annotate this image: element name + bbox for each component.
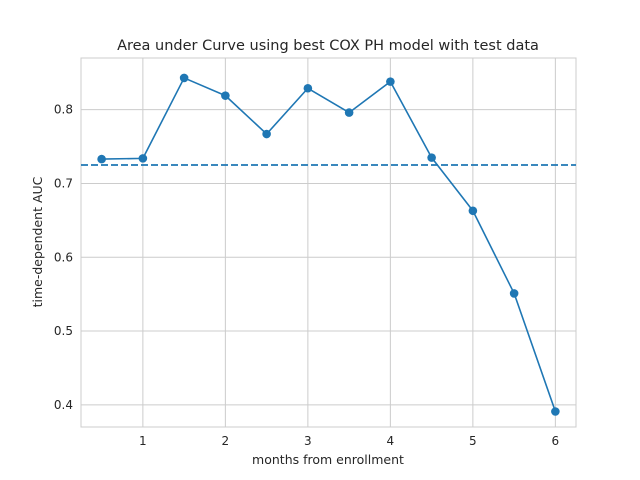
x-tick-label: 5 (469, 434, 477, 448)
data-point (97, 154, 106, 164)
y-tick-label: 0.7 (54, 176, 73, 190)
x-tick-labels: 1 2 3 4 5 6 (139, 434, 559, 448)
x-tick-label: 1 (139, 434, 147, 448)
y-tick-label: 0.5 (54, 324, 73, 338)
x-axis-label: months from enrollment (252, 452, 404, 467)
data-point (509, 289, 519, 298)
x-tick-label: 3 (304, 434, 312, 448)
data-point (179, 73, 189, 83)
data-point (427, 153, 436, 162)
series-layer (97, 73, 560, 416)
data-point (262, 129, 271, 139)
x-tick-label: 6 (552, 434, 560, 448)
y-axis-label: time-dependent AUC (30, 176, 45, 307)
y-tick-label: 0.8 (54, 103, 73, 117)
y-tick-labels: 0.4 0.5 0.6 0.7 0.8 (54, 103, 73, 412)
x-tick-label: 2 (222, 434, 230, 448)
x-tick-label: 4 (387, 434, 395, 448)
y-tick-label: 0.4 (54, 398, 73, 412)
data-point (344, 108, 354, 117)
data-point (221, 91, 230, 100)
data-point (303, 83, 313, 93)
plot-frame (80, 57, 577, 428)
data-point (386, 77, 395, 86)
data-point (551, 407, 560, 416)
series-line-0 (101, 77, 557, 412)
chart-title: Area under Curve using best COX PH model… (117, 38, 539, 54)
data-point (138, 154, 148, 163)
y-tick-label: 0.6 (54, 250, 73, 264)
grid-lines (81, 58, 576, 427)
data-point (468, 206, 478, 216)
